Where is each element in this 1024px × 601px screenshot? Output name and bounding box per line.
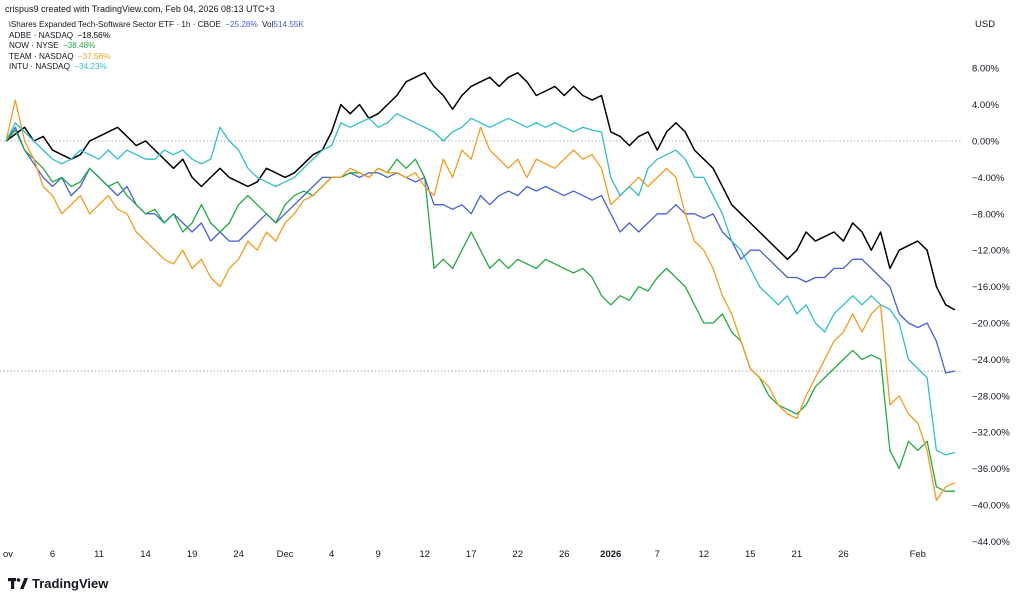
x-tick-label: 11 (94, 549, 104, 560)
x-axis-ticks: ov 6 11 14 19 24 Dec 4 9 12 17 22 26 2026 7 12 15 21 26 Feb (3, 549, 926, 560)
legend-change: −38.48% (62, 41, 96, 50)
x-tick-label: Feb (910, 549, 926, 560)
y-tick-label: −4.00% (972, 173, 1005, 184)
legend-change: −34.23% (74, 62, 107, 71)
x-tick-label: 2026 (600, 549, 621, 560)
y-tick-label: −44.00% (972, 537, 1010, 548)
legend-change: −37.56% (77, 51, 111, 61)
legend-item-adbe[interactable]: ADBE · NASDAQ −18.56% (9, 31, 304, 42)
x-tick-label: 12 (419, 549, 430, 560)
x-tick-label: ov (3, 549, 13, 560)
main-symbol-change: −25.28% (225, 20, 258, 29)
y-tick-label: −20.00% (972, 319, 1010, 330)
y-tick-label: −8.00% (972, 209, 1005, 220)
tradingview-logo[interactable]: TradingView (8, 576, 108, 591)
x-tick-label: 26 (838, 549, 849, 560)
legend-symbol: NOW · NYSE (9, 41, 59, 50)
y-tick-label: 0.00% (972, 137, 999, 148)
legend-symbol: ADBE · NASDAQ (9, 30, 74, 40)
y-tick-label: −12.00% (972, 246, 1010, 257)
legend-symbol: TEAM · NASDAQ (9, 51, 74, 61)
y-tick-label: −24.00% (972, 355, 1010, 366)
price-scale-background (962, 0, 1024, 558)
tradingview-brand-text: TradingView (32, 576, 109, 591)
legend-symbol: INTU · NASDAQ (9, 62, 70, 71)
legend-item-team[interactable]: TEAM · NASDAQ −37.56% (9, 52, 304, 63)
vol-value: 514.55K (273, 20, 304, 29)
tradingview-logo-icon (8, 577, 28, 589)
y-tick-label: −36.00% (972, 464, 1010, 475)
x-tick-label: 26 (559, 549, 570, 560)
series-group (5, 72, 956, 502)
x-tick-label: 22 (512, 549, 523, 560)
x-tick-label: 6 (50, 549, 55, 560)
currency-label: USD (975, 19, 995, 30)
main-symbol-text: iShares Expanded Tech-Software Sector ET… (9, 20, 221, 29)
legend-item-intu[interactable]: INTU · NASDAQ −34.23% (9, 62, 304, 73)
x-tick-label: 15 (745, 549, 756, 560)
y-tick-label: −32.00% (972, 428, 1010, 439)
x-tick-label: 14 (140, 549, 151, 560)
series-line-3[interactable] (5, 99, 956, 502)
x-tick-label: 12 (699, 549, 710, 560)
vol-label: Vol (262, 20, 274, 29)
x-tick-label: 9 (376, 549, 381, 560)
legend-item-now[interactable]: NOW · NYSE −38.48% (9, 41, 304, 52)
y-tick-label: −40.00% (972, 501, 1010, 512)
series-line-4[interactable] (5, 113, 956, 456)
y-tick-label: 8.00% (972, 64, 999, 75)
legend-change: −18.56% (77, 30, 110, 40)
y-axis-ticks: 8.00% 4.00% 0.00% −4.00% −8.00% −12.00% −16.00… (972, 64, 1010, 548)
legend: iShares Expanded Tech-Software Sector ET… (9, 20, 304, 73)
series-line-1[interactable] (5, 72, 956, 311)
x-tick-label: Dec (277, 549, 294, 560)
y-tick-label: −16.00% (972, 282, 1010, 293)
y-tick-label: −28.00% (972, 391, 1010, 402)
x-tick-label: 4 (329, 549, 334, 560)
legend-main-symbol[interactable]: iShares Expanded Tech-Software Sector ET… (9, 20, 304, 31)
created-by-text: crispus9 created with TradingView.com, F… (5, 4, 275, 14)
x-tick-label: 7 (655, 549, 660, 560)
y-tick-label: 4.00% (972, 100, 999, 111)
series-line-2[interactable] (5, 129, 956, 492)
x-tick-label: 17 (466, 549, 477, 560)
x-tick-label: 19 (187, 549, 198, 560)
x-tick-label: 21 (792, 549, 803, 560)
x-tick-label: 24 (233, 549, 244, 560)
